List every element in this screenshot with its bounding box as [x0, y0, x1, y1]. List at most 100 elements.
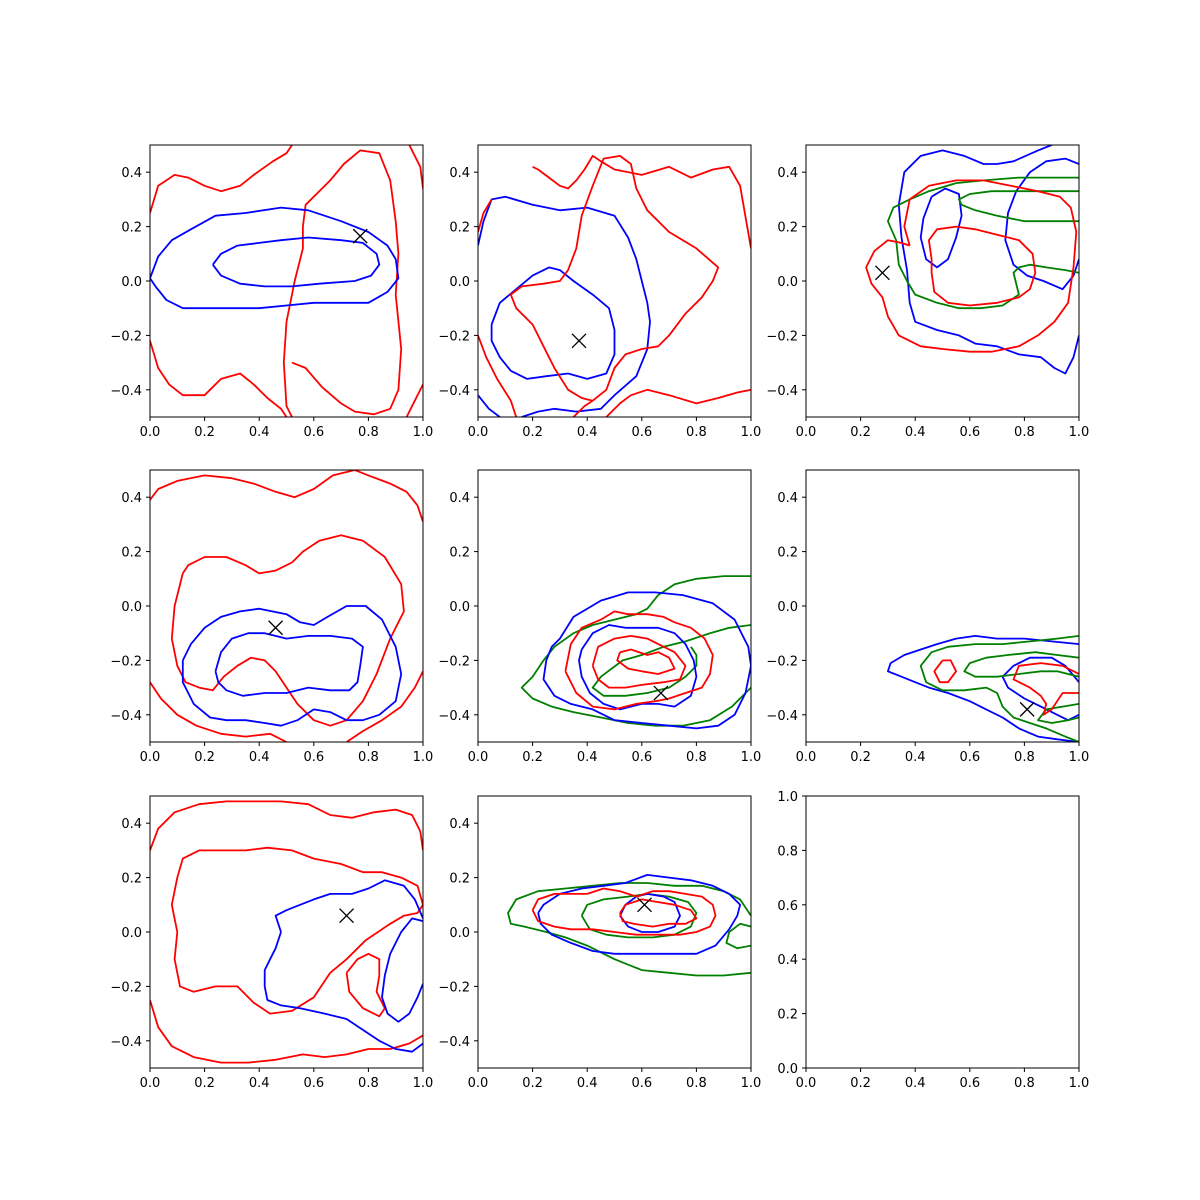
- plot-area: [520, 575, 751, 730]
- x-tick-label: 0.2: [194, 425, 215, 440]
- x-tick-label: 0.4: [249, 425, 270, 440]
- contour-line-blue: [478, 195, 651, 417]
- contour-line-blue: [274, 879, 423, 933]
- x-tick-label: 0.0: [140, 1076, 161, 1091]
- x-tick-label: 0.2: [194, 1076, 215, 1091]
- y-tick-label: 0.4: [777, 953, 798, 968]
- x-tick-label: 0.6: [631, 425, 652, 440]
- contour-line-blue: [1001, 656, 1079, 722]
- x-tick-label: 1.0: [741, 750, 762, 765]
- y-tick-label: −0.4: [110, 384, 142, 399]
- contour-line-red: [478, 198, 493, 233]
- x-tick-label: 0.6: [303, 1076, 324, 1091]
- y-tick-label: 0.2: [449, 872, 470, 887]
- contour-line-green: [963, 651, 1079, 678]
- x-tick-label: 0.4: [249, 750, 270, 765]
- y-tick-label: −0.4: [766, 384, 798, 399]
- contour-line-blue: [578, 624, 698, 711]
- contour-line-red: [150, 470, 423, 522]
- x-tick-label: 1.0: [741, 1076, 762, 1091]
- x-tick-label: 0.6: [631, 1076, 652, 1091]
- contour-line-blue: [478, 394, 501, 417]
- subplot-9: 0.0 0.2 0.4 0.6 0.8 1.0 1.0 0.8 0.6 0.4 0.2 0.0: [777, 790, 1089, 1091]
- plot-area: [887, 635, 1079, 742]
- subplot-7: 0.0 0.2 0.4 0.6 0.8 1.0 0.4 0.2 0.0 −0.2 −0.4: [110, 795, 433, 1091]
- y-tick-label: 0.4: [449, 166, 470, 181]
- x-tick-label: 0.8: [686, 425, 707, 440]
- contour-line-red: [933, 659, 957, 684]
- contour-line-blue: [897, 145, 1053, 238]
- y-tick-label: −0.2: [110, 329, 142, 344]
- contour-line-red: [564, 610, 714, 711]
- contour-line-blue: [900, 237, 1079, 375]
- x-tick-label: 0.2: [522, 750, 543, 765]
- y-tick-label: 0.4: [121, 166, 142, 181]
- x-tick-label: 0.2: [522, 1076, 543, 1091]
- subplot-8: 0.0 0.2 0.4 0.6 0.8 1.0 0.4 0.2 0.0 −0.2 −0.4: [438, 795, 762, 1091]
- x-tick-label: 0.8: [358, 425, 379, 440]
- x-tick-label: 0.6: [959, 1076, 980, 1091]
- x-tick-label: 0.8: [358, 750, 379, 765]
- x-tick-label: 0.0: [468, 1076, 489, 1091]
- contour-line-red: [150, 340, 288, 417]
- x-tick-label: 0.2: [850, 750, 871, 765]
- plot-area: [478, 154, 751, 417]
- subplot-4: 0.0 0.2 0.4 0.6 0.8 1.0 0.4 0.2 0.0 −0.2 −0.4: [110, 469, 433, 765]
- y-tick-label: 0.2: [121, 872, 142, 887]
- x-marker: [352, 228, 368, 244]
- x-tick-label: 1.0: [413, 425, 434, 440]
- x-tick-label: 0.6: [303, 750, 324, 765]
- y-tick-label: 0.2: [121, 221, 142, 236]
- contour-line-red: [170, 534, 405, 727]
- x-tick-label: 1.0: [1069, 750, 1090, 765]
- contour-line-blue: [214, 632, 364, 697]
- y-tick-label: −0.2: [438, 329, 470, 344]
- y-tick-label: −0.2: [766, 654, 798, 669]
- x-marker: [637, 897, 652, 913]
- contour-line-green: [1037, 703, 1079, 724]
- x-tick-label: 0.0: [140, 750, 161, 765]
- contour-line-red: [531, 887, 717, 936]
- contour-line-green: [591, 624, 751, 697]
- contour-line-green: [887, 176, 1079, 310]
- x-tick-label: 0.8: [686, 1076, 707, 1091]
- y-tick-label: 0.2: [777, 221, 798, 236]
- y-tick-label: 0.0: [777, 1062, 798, 1077]
- plot-area: [150, 145, 423, 417]
- contour-line-red: [619, 898, 698, 928]
- contour-line-blue: [537, 874, 741, 955]
- x-tick-label: 0.8: [1014, 750, 1035, 765]
- x-tick-label: 0.2: [850, 1076, 871, 1091]
- contour-line-red: [605, 388, 751, 417]
- contour-line-red: [591, 635, 687, 689]
- x-marker: [1019, 701, 1035, 717]
- contour-line-red: [478, 335, 518, 417]
- plot-area: [150, 800, 423, 1064]
- contour-line-blue: [887, 635, 1079, 742]
- y-tick-label: 0.0: [121, 926, 142, 941]
- x-tick-label: 0.0: [796, 425, 817, 440]
- contour-line-red: [865, 179, 1078, 353]
- y-tick-label: 0.0: [449, 275, 470, 290]
- contour-line-red: [1012, 662, 1079, 716]
- y-tick-label: −0.2: [110, 980, 142, 995]
- contour-line-green: [580, 893, 698, 939]
- subplot-6: 0.0 0.2 0.4 0.6 0.8 1.0 0.4 0.2 0.0 −0.2 −0.4: [766, 469, 1090, 765]
- contour-line-green: [919, 635, 1079, 742]
- contour-line-blue: [381, 917, 423, 1023]
- y-tick-label: 0.4: [777, 166, 798, 181]
- contour-line-green: [725, 922, 751, 950]
- x-marker: [653, 685, 669, 701]
- y-tick-label: 0.0: [121, 275, 142, 290]
- plot-area: [865, 145, 1079, 375]
- axes-frame: [805, 795, 1080, 1069]
- x-marker: [339, 908, 355, 924]
- contour-line-red: [408, 145, 423, 189]
- contour-line-blue: [490, 266, 616, 380]
- y-tick-label: 0.2: [777, 1008, 798, 1023]
- x-tick-label: 1.0: [741, 425, 762, 440]
- x-tick-label: 0.8: [1014, 1076, 1035, 1091]
- contour-line-blue: [919, 187, 963, 269]
- x-tick-label: 1.0: [1069, 425, 1090, 440]
